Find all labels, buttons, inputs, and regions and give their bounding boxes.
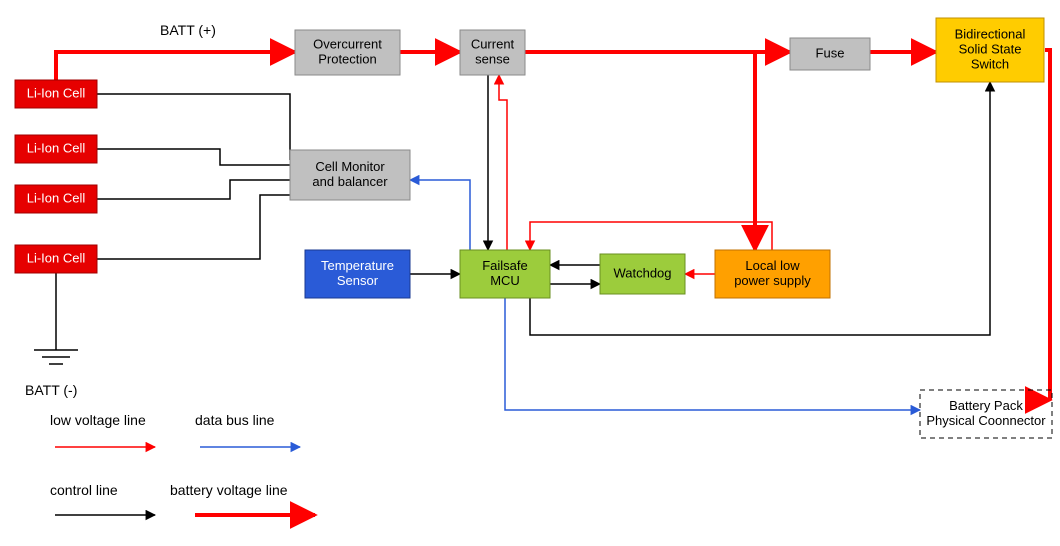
block-mcu-label: Failsafe: [482, 258, 528, 273]
cell1-to-cmb: [97, 94, 290, 160]
block-temp: TemperatureSensor: [305, 250, 410, 298]
block-fuse: Fuse: [790, 38, 870, 70]
block-cmb: Cell Monitorand balancer: [290, 150, 410, 200]
block-cell2: Li-Ion Cell: [15, 135, 97, 163]
block-oc-label: Overcurrent: [313, 36, 382, 51]
block-sw-label: Bidirectional: [955, 26, 1026, 41]
block-cell3-label: Li-Ion Cell: [27, 190, 86, 205]
cell3-to-cmb: [97, 180, 290, 199]
legend-text-2: control line: [50, 482, 118, 498]
block-cs-label: Current: [471, 36, 515, 51]
bms-block-diagram: Li-Ion Cell Li-Ion Cell Li-Ion Cell Li-Ion …: [0, 0, 1060, 546]
block-oc-label: Protection: [318, 51, 377, 66]
block-cell2-label: Li-Ion Cell: [27, 140, 86, 155]
block-lps-label: power supply: [734, 273, 811, 288]
cell1-to-batt-bus: [56, 52, 295, 80]
block-mcu: FailsafeMCU: [460, 250, 550, 298]
block-cell3: Li-Ion Cell: [15, 185, 97, 213]
block-sw-label: Switch: [971, 56, 1009, 71]
block-temp-label: Sensor: [337, 273, 379, 288]
block-conn-label: Battery Pack: [949, 398, 1023, 413]
cell2-to-cmb: [97, 149, 290, 165]
block-conn-label: Physical Coonnector: [926, 413, 1046, 428]
block-cell4-label: Li-Ion Cell: [27, 250, 86, 265]
block-lps: Local lowpower supply: [715, 250, 830, 298]
lps-to-mcu-loop: [530, 222, 772, 250]
switch-to-connector: [1045, 50, 1050, 400]
block-conn: Battery PackPhysical Coonnector: [920, 390, 1052, 438]
legend-text-3: battery voltage line: [170, 482, 288, 498]
block-wd-label: Watchdog: [613, 265, 671, 280]
block-cmb-label: Cell Monitor: [315, 159, 385, 174]
block-cell4: Li-Ion Cell: [15, 245, 97, 273]
block-cell1-label: Li-Ion Cell: [27, 85, 86, 100]
mcu-to-cmb-data: [410, 180, 470, 250]
block-cs: Currentsense: [460, 30, 525, 75]
mcu-to-connector-data: [505, 298, 920, 410]
block-mcu-label: MCU: [490, 273, 520, 288]
cs-lowv-return: [499, 75, 507, 250]
block-wd: Watchdog: [600, 254, 685, 294]
legend-text-1: data bus line: [195, 412, 275, 428]
legend-text-0: low voltage line: [50, 412, 146, 428]
label-batt_plus: BATT (+): [160, 22, 216, 38]
label-batt_minus: BATT (-): [25, 382, 77, 398]
block-lps-label: Local low: [745, 258, 800, 273]
block-cs-label: sense: [475, 51, 510, 66]
block-sw: BidirectionalSolid StateSwitch: [936, 18, 1044, 82]
block-oc: OvercurrentProtection: [295, 30, 400, 75]
cell4-to-cmb: [97, 195, 290, 259]
block-temp-label: Temperature: [321, 258, 394, 273]
block-fuse-label: Fuse: [816, 45, 845, 60]
block-cell1: Li-Ion Cell: [15, 80, 97, 108]
block-cmb-label: and balancer: [312, 174, 388, 189]
block-sw-label: Solid State: [959, 41, 1022, 56]
